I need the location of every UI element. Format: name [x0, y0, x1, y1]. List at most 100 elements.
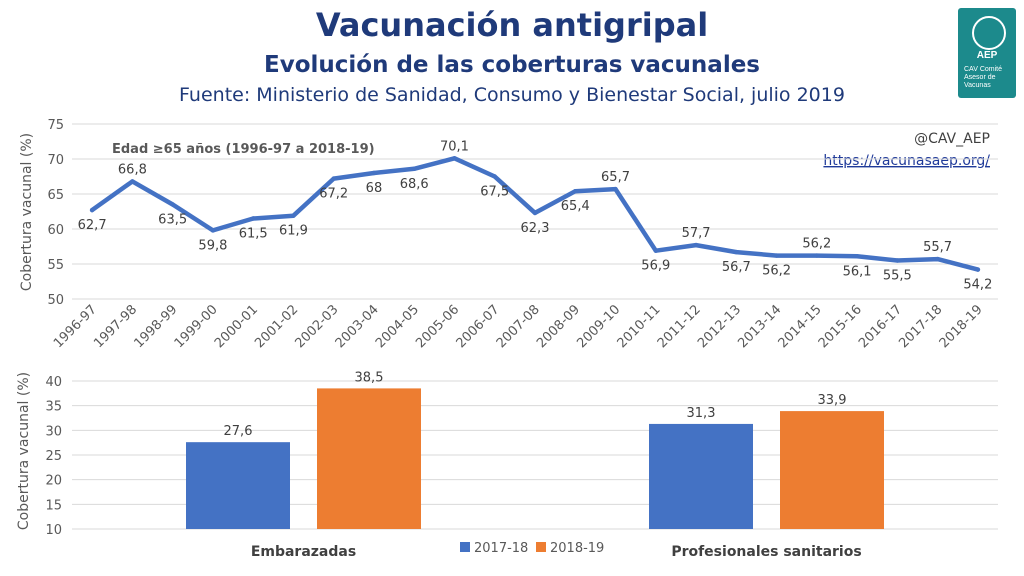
- website-link[interactable]: https://vacunasaep.org/: [823, 153, 990, 169]
- line-y-tick-label: 60: [47, 223, 64, 238]
- bar-chart-legend: 2017-18 2018-19: [460, 541, 604, 556]
- line-data-label: 62,3: [521, 221, 550, 236]
- line-data-label: 55,5: [883, 269, 912, 284]
- line-data-point: [854, 254, 860, 259]
- bar-data-label: 27,6: [224, 424, 253, 439]
- line-data-point: [573, 189, 578, 194]
- line-x-tick-label: 2000-01: [212, 302, 261, 351]
- bar-chart-ylabel: Cobertura vacunal (%): [16, 372, 32, 530]
- line-data-point: [331, 176, 336, 181]
- source-note: Fuente: Ministerio de Sanidad, Consumo y…: [179, 84, 845, 106]
- line-data-point: [613, 186, 618, 192]
- line-data-label: 56,7: [722, 260, 751, 275]
- twitter-handle: @CAV_AEP: [914, 131, 990, 147]
- line-data-point: [693, 242, 699, 248]
- line-x-tick-label: 1996-97: [51, 302, 100, 351]
- line-x-tick-label: 1999-00: [172, 302, 221, 351]
- line-x-tick-label: 1997-98: [91, 302, 140, 351]
- logo-emblem-icon: [972, 16, 1006, 50]
- bar-y-tick-label: 15: [45, 498, 62, 513]
- bar-y-tick-label: 25: [45, 449, 62, 464]
- line-data-label: 68,6: [400, 177, 429, 192]
- line-x-tick-label: 2010-11: [615, 302, 664, 351]
- line-data-label: 66,8: [118, 162, 147, 177]
- line-chart-annotation: Edad ≥65 años (1996-97 a 2018-19): [112, 142, 375, 157]
- line-data-point: [814, 253, 820, 258]
- line-x-tick-label: 2018-19: [937, 302, 986, 351]
- line-data-label: 65,7: [601, 170, 630, 185]
- bar-y-tick-label: 35: [45, 400, 62, 415]
- line-data-label: 65,4: [561, 199, 590, 214]
- bar-2017-18: [186, 442, 290, 529]
- bar-data-label: 31,3: [687, 406, 716, 421]
- line-data-label: 57,7: [682, 226, 711, 241]
- bar-chart-marks: 27,6 38,5 Embarazadas 31,3 33,9 Profesionales…: [186, 370, 884, 560]
- line-data-point: [371, 170, 377, 176]
- line-data-point: [653, 248, 658, 253]
- line-data-point: [291, 213, 296, 218]
- line-data-point: [492, 174, 497, 179]
- line-data-label: 67,5: [480, 185, 509, 200]
- line-data-point: [170, 202, 175, 207]
- page-title: Vacunación antigripal: [315, 6, 709, 44]
- bar-2017-18: [649, 423, 753, 529]
- line-data-point: [130, 179, 135, 184]
- line-x-tick-label: 2001-02: [252, 302, 301, 351]
- logo-text: AEP: [976, 50, 998, 61]
- aep-logo: AEP CAV Comité Asesor de Vacunas: [958, 8, 1016, 98]
- line-x-tick-label: 2014-15: [776, 302, 825, 351]
- line-x-tick-label: 2002-03: [293, 302, 342, 351]
- legend-swatch: [536, 542, 546, 552]
- line-x-tick-label: 2003-04: [333, 302, 382, 351]
- line-y-tick-label: 75: [47, 118, 64, 133]
- line-x-tick-label: 2004-05: [373, 302, 422, 351]
- line-x-tick-label: 2013-14: [735, 302, 784, 351]
- line-data-point: [210, 228, 216, 233]
- logo-caption: CAV Comité Asesor de Vacunas: [964, 66, 1002, 89]
- line-data-point: [935, 256, 940, 262]
- line-data-point: [412, 166, 417, 171]
- line-x-tick-label: 2012-13: [695, 302, 744, 351]
- line-x-tick-label: 2005-06: [413, 302, 462, 351]
- page-subtitle: Evolución de las coberturas vacunales: [264, 52, 760, 78]
- line-data-label: 70,1: [440, 139, 469, 154]
- bar-y-tick-label: 30: [45, 424, 62, 439]
- line-x-tick-label: 2006-07: [454, 302, 503, 351]
- line-data-label: 56,2: [762, 264, 791, 279]
- line-x-tick-label: 2011-12: [655, 302, 704, 351]
- line-data-label: 61,5: [239, 227, 268, 242]
- line-data-label: 56,9: [641, 259, 670, 274]
- line-data-point: [452, 156, 457, 161]
- line-data-label: 67,2: [319, 187, 348, 202]
- line-data-label: 68: [366, 181, 383, 196]
- bar-data-label: 38,5: [355, 370, 384, 385]
- line-y-tick-label: 65: [47, 188, 64, 203]
- legend-swatch: [460, 542, 470, 552]
- line-data-label: 61,9: [279, 224, 308, 239]
- line-data-label: 62,7: [78, 218, 107, 233]
- bar-2018-19: [317, 388, 421, 529]
- line-data-label: 55,7: [923, 240, 952, 255]
- line-x-tick-label: 2016-17: [856, 302, 905, 351]
- line-chart-marks: 62,7 1996-97 66,8 1997-98 63,5 1998-99 59,8 199…: [51, 139, 992, 351]
- line-chart-ylabel: Cobertura vacunal (%): [19, 133, 35, 291]
- line-data-point: [532, 210, 538, 216]
- line-data-point: [89, 207, 95, 213]
- line-data-point: [895, 258, 900, 263]
- line-data-point: [774, 253, 779, 258]
- line-data-label: 54,2: [963, 278, 992, 293]
- line-x-tick-label: 2015-16: [816, 302, 865, 351]
- line-data-label: 56,2: [802, 237, 831, 252]
- line-x-tick-label: 2017-18: [896, 302, 945, 351]
- legend-label: 2018-19: [550, 541, 604, 556]
- line-x-tick-label: 2008-09: [534, 302, 583, 351]
- bar-category-label: Embarazadas: [251, 544, 356, 560]
- line-data-label: 59,8: [198, 238, 227, 253]
- bar-y-tick-label: 10: [45, 523, 62, 538]
- bar-data-label: 33,9: [818, 393, 847, 408]
- line-x-tick-label: 2007-08: [494, 302, 543, 351]
- line-data-point: [975, 267, 981, 272]
- line-data-point: [250, 216, 256, 221]
- legend-label: 2017-18: [474, 541, 528, 556]
